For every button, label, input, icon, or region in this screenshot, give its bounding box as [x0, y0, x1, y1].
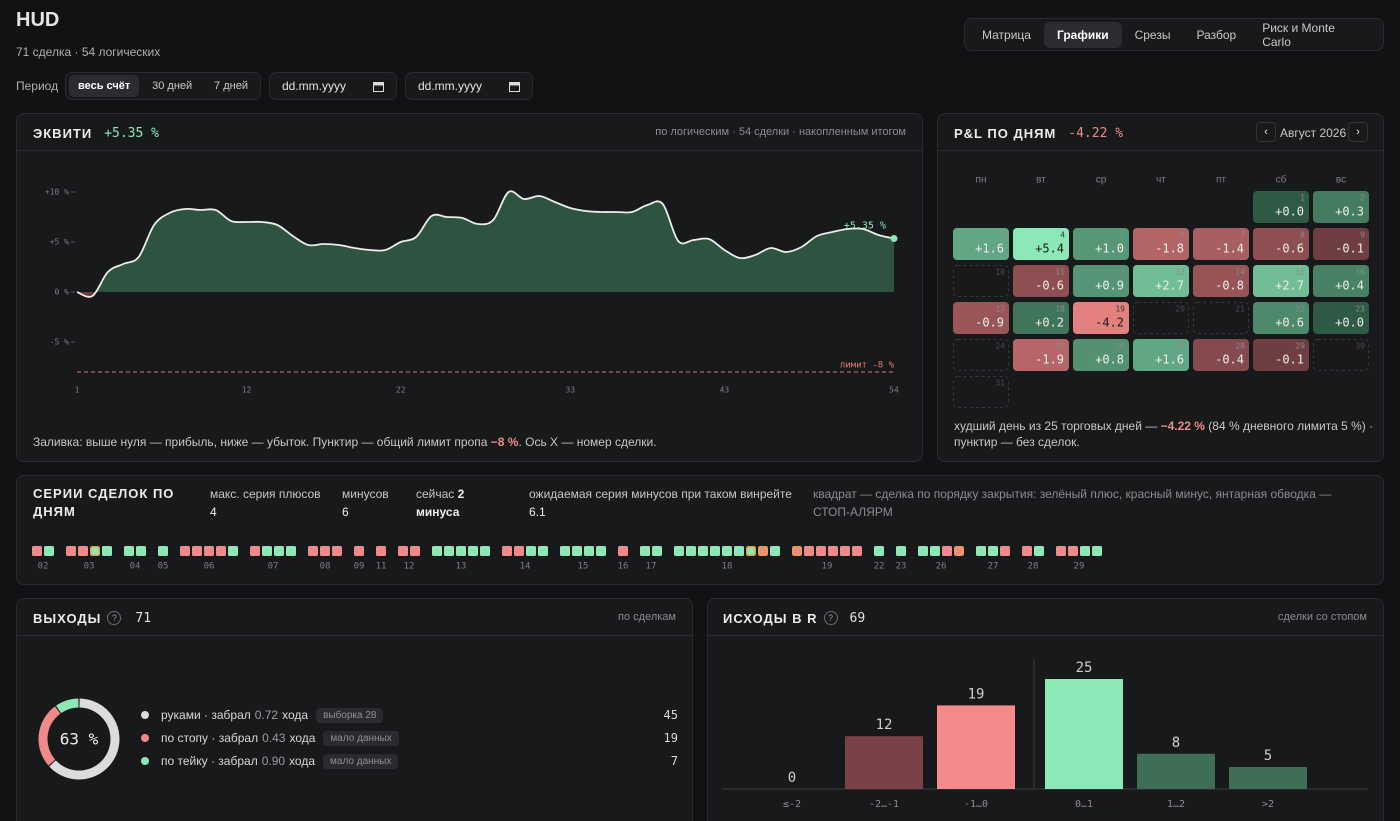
- footnote-worst: −4.22 %: [1160, 419, 1205, 433]
- footnote-text: (84 % дневного лимита 5 %) · пунктир — б…: [954, 419, 1374, 449]
- panel-note: квадрат — сделка по порядку закрытия: зе…: [813, 487, 1332, 519]
- tab[interactable]: Графики: [1043, 21, 1122, 48]
- period-label: Период: [16, 79, 59, 93]
- period-option[interactable]: весь счёт: [69, 75, 140, 97]
- legend-row: по стопу · забрал 0.43 хода мало данных 19: [141, 730, 678, 746]
- calendar-icon: [509, 81, 520, 92]
- equity-panel: ЭКВИТИ +5.35 % по логическим · 54 сделки …: [16, 113, 923, 462]
- legend-row: по тейку · забрал 0.90 хода мало данных 7: [141, 753, 678, 769]
- legend-label: по стопу · забрал: [161, 731, 259, 745]
- panel-note: сделки со стопом: [1277, 611, 1367, 623]
- tab[interactable]: Матрица: [982, 27, 1031, 42]
- date-to[interactable]: dd.mm.yyyy: [405, 72, 533, 100]
- date-from[interactable]: dd.mm.yyyy: [269, 72, 397, 100]
- panel-total: 69: [849, 610, 866, 626]
- tab-bar: Матрица Графики Срезы Разбор Риск и Monte Ca…: [964, 18, 1384, 51]
- stat: ожидаемая серия минусов при таком винрей…: [529, 485, 792, 521]
- footnote-text: . Ось X — номер сделки.: [518, 435, 657, 449]
- captured: 0.43: [262, 731, 286, 745]
- date-placeholder: dd.mm.yyyy: [282, 79, 347, 93]
- legend-label: руками · забрал: [161, 708, 251, 722]
- badge: мало данных: [323, 730, 399, 746]
- app-subtitle: 71 сделка · 54 логических: [16, 45, 161, 59]
- footnote-text: Заливка: выше нуля — прибыль, ниже — убы…: [33, 435, 491, 449]
- streaks-panel: СЕРИИ СДЕЛОК ПО ДНЯМ макс. серия плюсов 4…: [16, 475, 1384, 585]
- panel-note: по сделкам: [618, 611, 676, 623]
- panel-total: 71: [135, 610, 152, 626]
- pnl-calendar-panel: P&L ПО ДНЯМ -4.22 % ‹ Август 2026 › худши…: [937, 113, 1384, 462]
- tab[interactable]: Риск и Monte Carlo: [1262, 20, 1335, 49]
- captured: 0.90: [261, 754, 286, 768]
- equity-headline: +5.35 %: [104, 125, 159, 141]
- legend-count: 45: [663, 708, 678, 722]
- month-label: Август 2026: [1280, 126, 1347, 140]
- tab[interactable]: Разбор: [1196, 27, 1237, 42]
- legend-count: 19: [663, 731, 678, 745]
- calendar-headline: -4.22 %: [1068, 125, 1124, 141]
- period-option[interactable]: 30 дней: [152, 80, 193, 92]
- r-outcomes-panel: ИСХОДЫ В R? 69 сделки со стопом: [707, 598, 1384, 821]
- panel-title: ИСХОДЫ В R: [723, 610, 818, 626]
- captured: 0.72: [254, 708, 279, 722]
- stat-label: минусов: [342, 487, 389, 501]
- stat-value: 4: [210, 505, 217, 519]
- panel-title: P&L ПО ДНЯМ: [954, 125, 1057, 141]
- legend-count: 7: [670, 754, 678, 768]
- legend-label: по тейку · забрал: [161, 754, 258, 768]
- stat: макс. серия плюсов 4: [210, 485, 321, 521]
- stat-unit: минуса: [416, 505, 460, 519]
- app-title: HUD: [16, 9, 60, 31]
- exits-panel: ВЫХОДЫ? 71 по сделкам руками · забрал 0.72…: [16, 598, 693, 821]
- panel-title: СЕРИИ СДЕЛОК ПО ДНЯМ: [33, 486, 175, 519]
- calendar-icon: [373, 81, 384, 92]
- stat-label: сейчас: [416, 487, 455, 501]
- prev-month[interactable]: ‹: [1256, 122, 1276, 142]
- stat: сейчас 2 минуса: [416, 485, 464, 521]
- panel-title: ЭКВИТИ: [33, 125, 93, 141]
- footnote: худший день из 25 торговых дней — −4.22 …: [954, 418, 1374, 450]
- badge: выборка 28: [316, 707, 384, 723]
- unit: хода: [289, 731, 316, 745]
- footnote-text: худший день из 25 торговых дней —: [954, 419, 1161, 433]
- stat-value: 6.1: [529, 505, 546, 519]
- stat: минусов 6: [342, 485, 389, 521]
- legend-dot: [141, 757, 149, 765]
- badge: мало данных: [323, 753, 399, 769]
- stat-value: 6: [342, 505, 349, 519]
- date-placeholder: dd.mm.yyyy: [418, 79, 483, 93]
- stat-label: макс. серия плюсов: [210, 487, 321, 501]
- help-icon[interactable]: ?: [823, 611, 838, 625]
- period-switch: весь счёт 30 дней 7 дней: [65, 72, 261, 100]
- unit: хода: [289, 754, 316, 768]
- next-month[interactable]: ›: [1348, 122, 1368, 142]
- legend-row: руками · забрал 0.72 хода выборка 28 45: [141, 707, 678, 723]
- unit: хода: [282, 708, 309, 722]
- panel-note: по логическим · 54 сделки · накопленным …: [655, 126, 906, 138]
- footnote: Заливка: выше нуля — прибыль, ниже — убы…: [33, 435, 657, 449]
- period-option[interactable]: 7 дней: [214, 80, 248, 92]
- help-icon[interactable]: ?: [107, 611, 122, 625]
- legend: руками · забрал 0.72 хода выборка 28 45 по ст…: [141, 707, 678, 776]
- footnote-limit: −8 %: [490, 435, 519, 449]
- stat-value: 2: [457, 487, 465, 501]
- stat-label: ожидаемая серия минусов при таком винрей…: [529, 487, 792, 501]
- legend-dot: [141, 734, 149, 742]
- legend-dot: [141, 711, 149, 719]
- panel-title: ВЫХОДЫ: [33, 610, 102, 626]
- tab[interactable]: Срезы: [1134, 27, 1171, 42]
